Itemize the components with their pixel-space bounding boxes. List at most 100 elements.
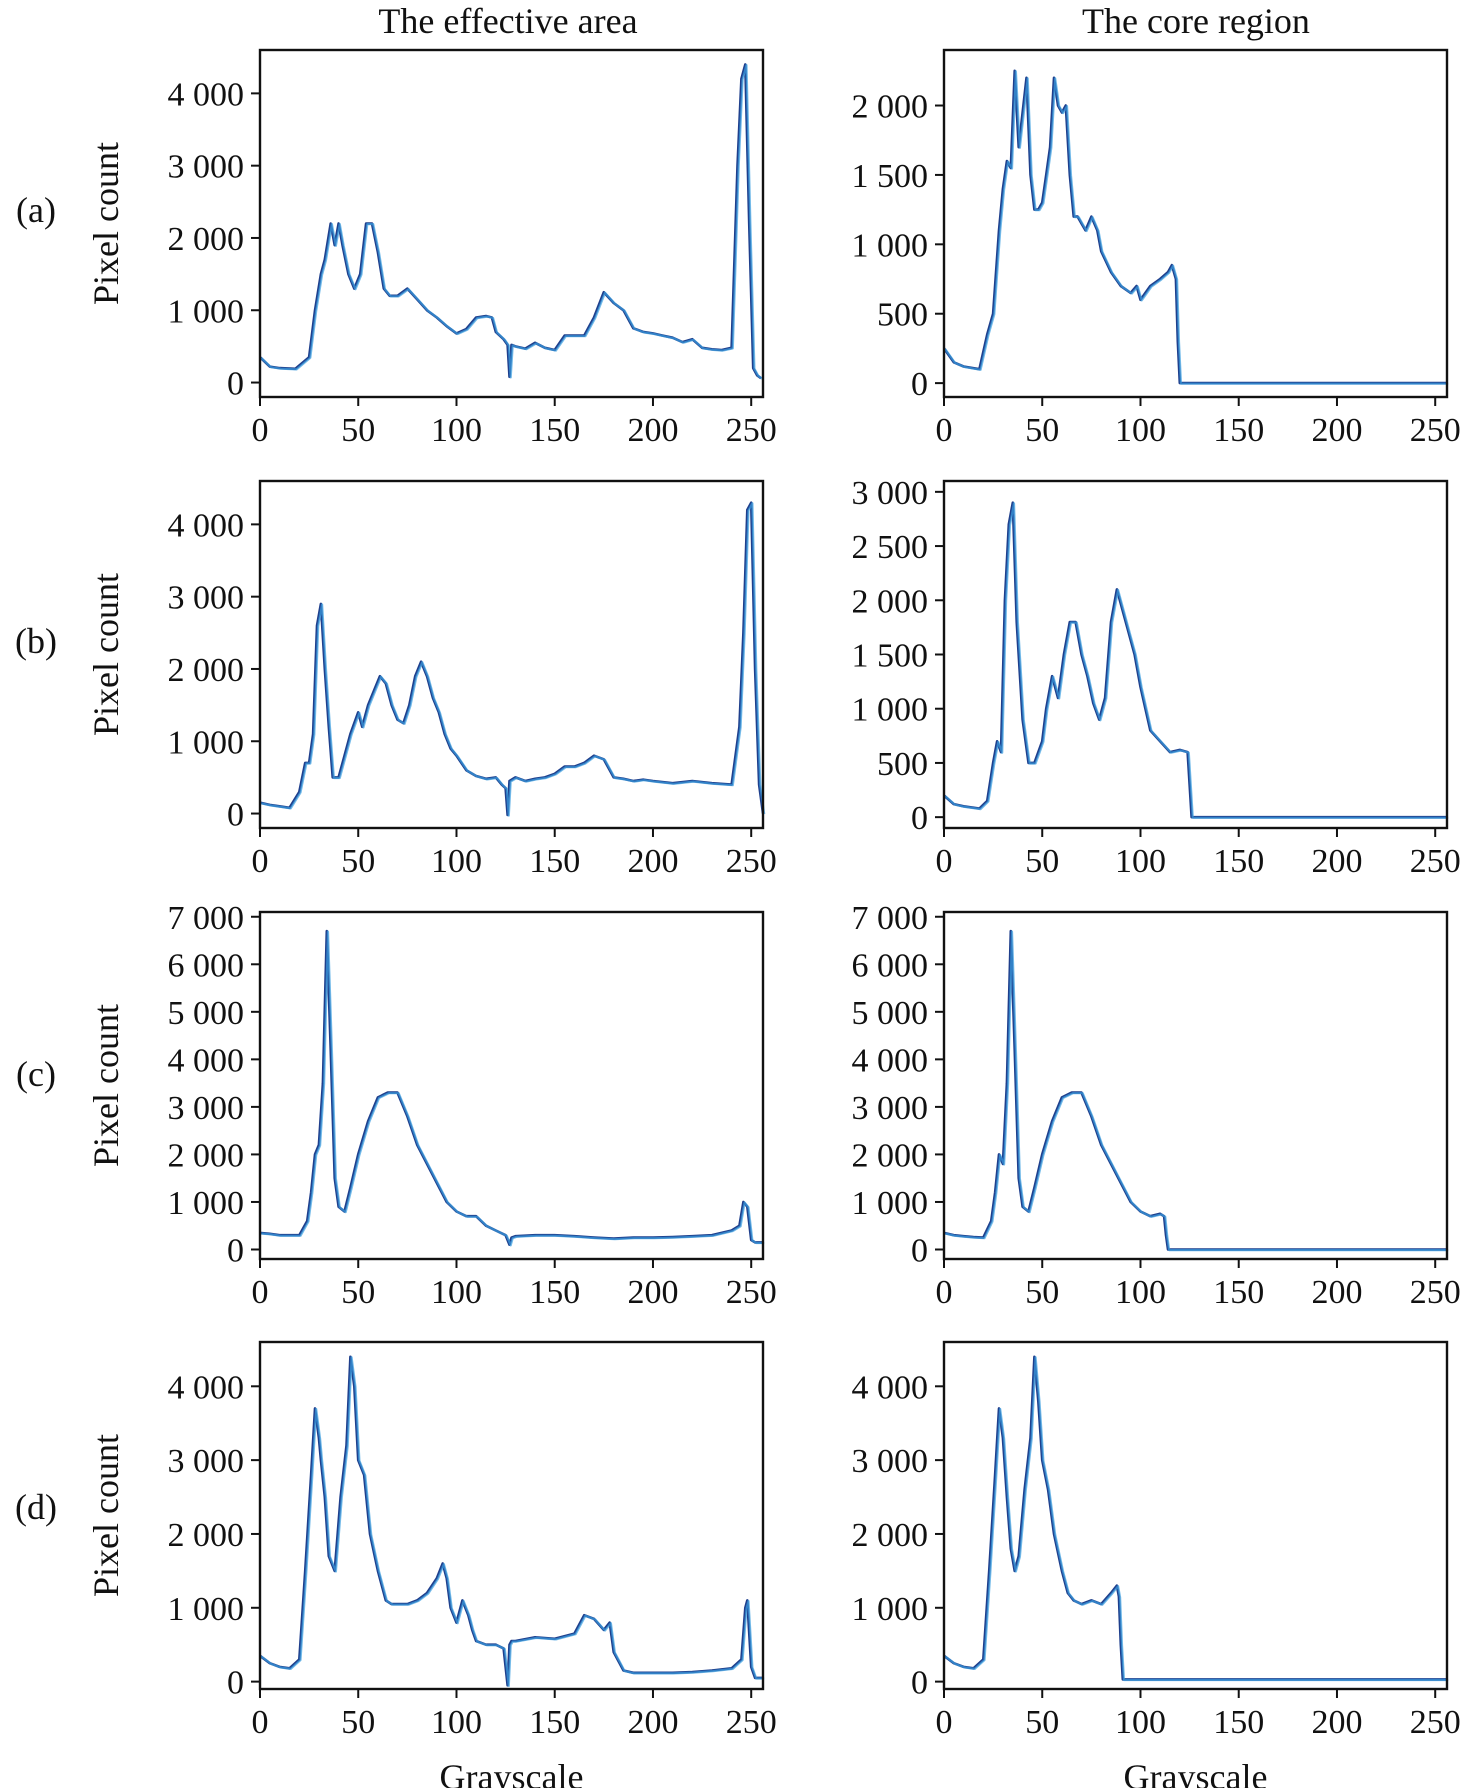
y-tick-label-a-effective-4: 4 000 [168, 76, 245, 113]
y-tick-label-b-core-6: 3 000 [852, 475, 929, 512]
column-title-effective-area: The effective area [378, 1, 637, 41]
y-tick-label-b-effective-3: 3 000 [168, 580, 245, 617]
y-tick-label-a-core-2: 1 000 [852, 227, 929, 264]
y-tick-label-c-core-4: 4 000 [852, 1042, 929, 1079]
x-tick-label-b-core-1: 50 [1025, 843, 1059, 880]
row-label-d: (d) [15, 1487, 57, 1527]
y-tick-label-d-core-3: 3 000 [852, 1443, 929, 1480]
plot-frame-b-effective [258, 479, 765, 830]
series-line-highlight-c-effective [261, 930, 765, 1247]
panel-c-core: 0 50 100 150 200 250 0 1 000 2 000 3 000 4 000 5 00… [852, 900, 1461, 1311]
y-axis-label-d-effective: Pixel count [86, 1434, 126, 1597]
x-tick-label-a-core-3: 150 [1213, 412, 1264, 449]
x-tick-label-b-effective-1: 50 [341, 843, 375, 880]
y-tick-label-d-core-1: 1 000 [852, 1591, 929, 1628]
plot-frame-c-core [942, 910, 1449, 1261]
plot-frame-d-effective [258, 1340, 765, 1691]
x-tick-label-c-core-3: 150 [1213, 1274, 1264, 1311]
y-tick-label-a-effective-0: 0 [227, 366, 244, 403]
series-line-d-core [943, 1355, 1447, 1681]
plot-frame-d-core [942, 1340, 1449, 1691]
panel-d-effective: 0 50 100 150 200 250 0 1 000 2 000 3 000 4 000 Pixe… [86, 1340, 777, 1788]
y-tick-label-c-core-5: 5 000 [852, 995, 929, 1032]
panel-d-core: 0 50 100 150 200 250 0 1 000 2 000 3 000 4 000 Gray… [852, 1340, 1461, 1788]
x-tick-label-a-core-2: 100 [1115, 412, 1166, 449]
y-tick-label-c-core-6: 6 000 [852, 947, 929, 984]
y-tick-label-b-core-4: 2 000 [852, 583, 929, 620]
x-tick-label-a-effective-0: 0 [252, 412, 269, 449]
y-tick-label-a-core-3: 1 500 [852, 158, 929, 195]
y-tick-label-d-effective-4: 4 000 [168, 1369, 245, 1406]
series-line-highlight-d-effective [260, 1356, 765, 1688]
panel-a-effective: 0 50 100 150 200 250 0 1 000 2 000 3 000 4 000 Pixe… [86, 48, 777, 449]
x-tick-label-a-core-1: 50 [1025, 412, 1059, 449]
panel-a-core: 0 50 100 150 200 250 0 500 1 000 1 500 2 000 [852, 48, 1461, 449]
y-tick-label-d-core-4: 4 000 [852, 1369, 929, 1406]
y-tick-label-c-effective-5: 5 000 [168, 995, 245, 1032]
series-line-highlight-d-core [944, 1356, 1449, 1682]
x-tick-label-c-core-2: 100 [1115, 1274, 1166, 1311]
row-label-c: (c) [16, 1054, 56, 1094]
x-tick-label-d-effective-5: 250 [726, 1704, 777, 1741]
y-tick-label-c-core-2: 2 000 [852, 1137, 929, 1174]
x-tick-label-c-effective-3: 150 [529, 1274, 580, 1311]
y-tick-label-d-effective-0: 0 [227, 1665, 244, 1702]
x-axis-label-d-effective: Grayscale [440, 1757, 584, 1788]
x-tick-label-c-effective-0: 0 [252, 1274, 269, 1311]
x-tick-label-d-core-5: 250 [1410, 1704, 1461, 1741]
series-line-highlight-b-effective [260, 502, 766, 817]
panel-c-effective: 0 50 100 150 200 250 0 1 000 2 000 3 000 4 000 5 00… [86, 900, 777, 1311]
y-tick-label-b-effective-1: 1 000 [168, 724, 245, 761]
series-line-c-core [943, 929, 1447, 1251]
panels-group: 0 50 100 150 200 250 0 1 000 2 000 3 000 4 000 Pixe… [86, 48, 1461, 1788]
y-tick-label-a-core-1: 500 [877, 297, 928, 334]
x-tick-label-b-core-4: 200 [1311, 843, 1362, 880]
x-tick-label-b-core-5: 250 [1410, 843, 1461, 880]
x-tick-label-c-effective-4: 200 [627, 1274, 678, 1311]
x-tick-label-a-effective-4: 200 [627, 412, 678, 449]
y-tick-label-a-effective-1: 1 000 [168, 293, 245, 330]
x-tick-label-a-core-5: 250 [1410, 412, 1461, 449]
x-tick-label-a-effective-5: 250 [726, 412, 777, 449]
series-line-d-effective [259, 1355, 763, 1687]
row-label-b: (b) [15, 621, 57, 661]
x-tick-label-b-effective-4: 200 [627, 843, 678, 880]
y-axis-label-b-effective: Pixel count [86, 573, 126, 736]
y-tick-label-c-effective-7: 7 000 [168, 900, 245, 937]
plot-frame-a-core [942, 48, 1449, 399]
x-tick-label-a-effective-1: 50 [341, 412, 375, 449]
y-tick-label-d-effective-2: 2 000 [168, 1517, 245, 1554]
y-tick-label-a-effective-2: 2 000 [168, 221, 245, 258]
x-tick-label-c-core-4: 200 [1311, 1274, 1362, 1311]
x-tick-label-b-effective-3: 150 [529, 843, 580, 880]
y-axis-label-c-effective: Pixel count [86, 1004, 126, 1167]
x-tick-label-b-effective-0: 0 [252, 843, 269, 880]
x-tick-label-b-core-2: 100 [1115, 843, 1166, 880]
x-tick-label-d-core-4: 200 [1311, 1704, 1362, 1741]
y-tick-label-a-effective-3: 3 000 [168, 149, 245, 186]
y-tick-label-b-core-5: 2 500 [852, 529, 929, 566]
y-tick-label-b-effective-2: 2 000 [168, 652, 245, 689]
y-tick-label-d-effective-1: 1 000 [168, 1591, 245, 1628]
y-tick-label-b-effective-4: 4 000 [168, 507, 245, 544]
y-tick-label-c-effective-1: 1 000 [168, 1185, 245, 1222]
x-tick-label-b-effective-2: 100 [431, 843, 482, 880]
y-tick-label-c-core-3: 3 000 [852, 1090, 929, 1127]
x-tick-label-b-core-0: 0 [936, 843, 953, 880]
column-title-core-region: The core region [1082, 1, 1310, 41]
y-tick-label-a-core-4: 2 000 [852, 89, 929, 126]
x-tick-label-c-core-0: 0 [936, 1274, 953, 1311]
y-tick-label-a-core-0: 0 [911, 366, 928, 403]
y-tick-label-c-effective-2: 2 000 [168, 1137, 245, 1174]
x-tick-label-d-core-1: 50 [1025, 1704, 1059, 1741]
y-tick-label-c-core-1: 1 000 [852, 1185, 929, 1222]
row-label-a: (a) [16, 190, 56, 230]
y-axis-label-a-effective: Pixel count [86, 142, 126, 305]
y-tick-label-b-effective-0: 0 [227, 797, 244, 834]
x-tick-label-a-core-4: 200 [1311, 412, 1362, 449]
x-tick-label-d-effective-0: 0 [252, 1704, 269, 1741]
x-tick-label-d-effective-2: 100 [431, 1704, 482, 1741]
y-tick-label-c-core-0: 0 [911, 1232, 928, 1269]
plot-frame-a-effective [258, 48, 765, 399]
